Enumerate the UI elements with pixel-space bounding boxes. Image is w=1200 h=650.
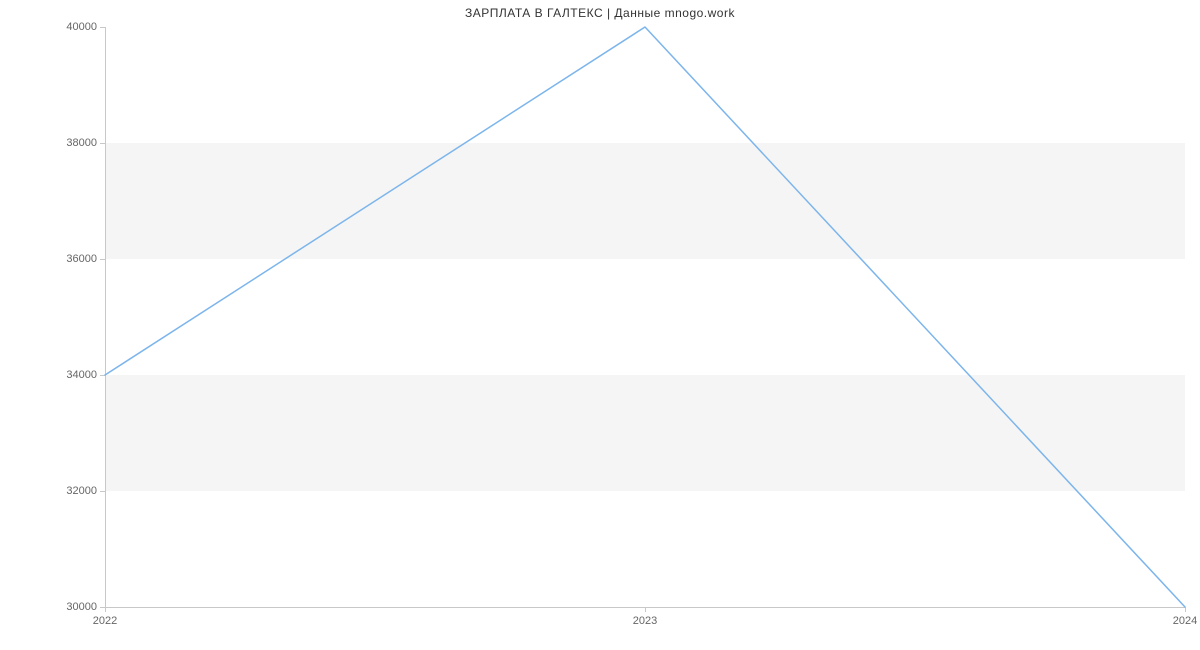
y-tick-label: 30000 (66, 601, 97, 613)
x-tick-label: 2023 (633, 615, 657, 627)
y-tick-label: 34000 (66, 369, 97, 381)
chart-title: ЗАРПЛАТА В ГАЛТЕКС | Данные mnogo.work (0, 6, 1200, 20)
y-tick-label: 40000 (66, 21, 97, 33)
y-tick-label: 38000 (66, 137, 97, 149)
x-tick-label: 2024 (1173, 615, 1197, 627)
y-tick-label: 32000 (66, 485, 97, 497)
x-tick-mark (1185, 607, 1186, 612)
series-line-salary (105, 27, 1185, 607)
x-tick-label: 2022 (93, 615, 117, 627)
series-layer (105, 27, 1185, 607)
plot-area: 3000032000340003600038000400002022202320… (105, 27, 1185, 607)
chart-container: ЗАРПЛАТА В ГАЛТЕКС | Данные mnogo.work 3… (0, 0, 1200, 650)
x-tick-mark (645, 607, 646, 612)
y-tick-label: 36000 (66, 253, 97, 265)
x-tick-mark (105, 607, 106, 612)
